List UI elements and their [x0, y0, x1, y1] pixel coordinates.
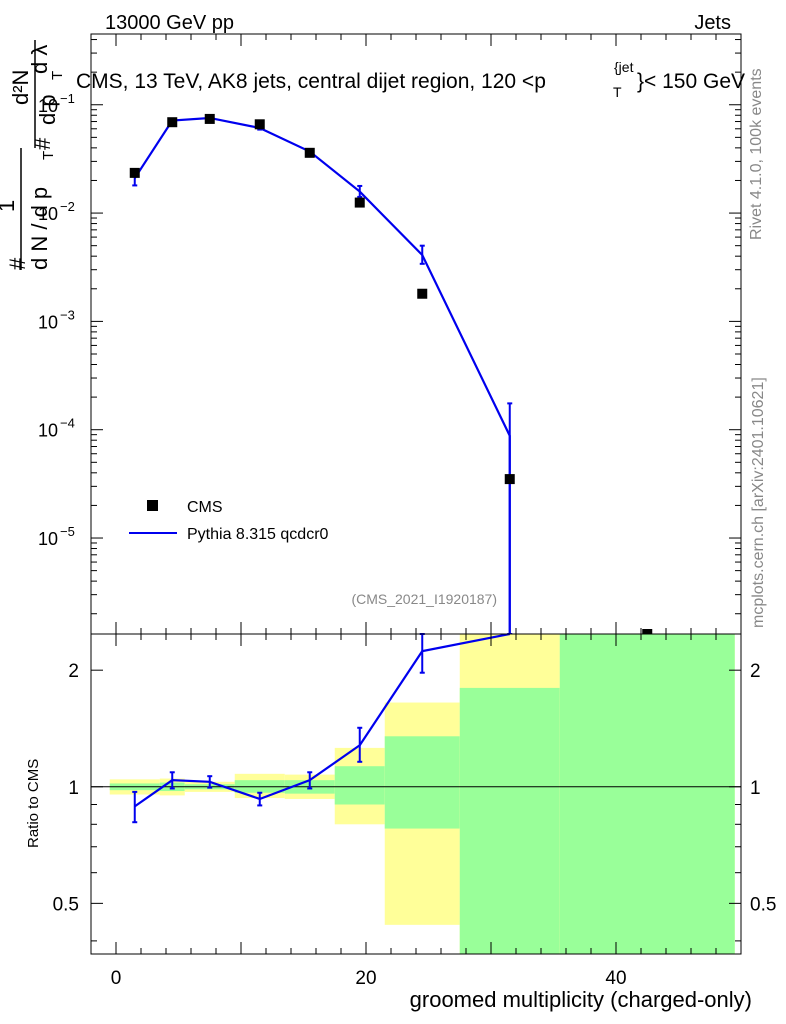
title-text: CMS, 13 TeV, AK8 jets, central dijet reg… — [76, 70, 546, 93]
main-y-tick-label: 10 — [38, 421, 58, 441]
ratio-y-tick-label-right: 2 — [750, 661, 761, 682]
main-y-tick-label: 10 — [38, 312, 58, 332]
main-y-tick-labels: 10−110−210−310−410−5 — [38, 91, 75, 549]
main-panel: 10−110−210−310−410−5 CMS, 13 TeV, AK8 je… — [38, 33, 745, 639]
ylabel-T1: T — [40, 151, 57, 160]
ratio-y-tick-label-left: 2 — [68, 661, 79, 682]
ratio-y-tick-labels: 2 2 1 1 0.5 0.5 — [53, 661, 777, 915]
header-left: 13000 GeV pp — [105, 12, 234, 34]
main-y-tick-exponent: −4 — [60, 416, 75, 431]
analysis-watermark: (CMS_2021_I1920187) — [351, 591, 497, 607]
ratio-y-tick-label-left: 1 — [68, 778, 79, 799]
ratio-y-tick-label-right: 1 — [750, 778, 761, 799]
ratio-axis-ticks — [91, 634, 742, 954]
legend-mc-label: Pythia 8.315 qcdcr0 — [187, 526, 329, 543]
mcplots-label: mcplots.cern.ch [arXiv:2401.10621] — [750, 377, 767, 628]
ylabel-hash2: # — [30, 137, 55, 150]
title-end: }< 150 GeV — [637, 70, 745, 93]
x-tick-labels: 0 20 40 — [111, 968, 627, 989]
x-tick-label: 0 — [111, 968, 122, 989]
ratio-y-axis-label: Ratio to CMS — [25, 759, 42, 848]
mc-line — [133, 116, 511, 634]
ylabel-dl: d λ — [27, 45, 52, 74]
ylabel-hash: # — [5, 257, 30, 270]
ratio-bands — [109, 634, 735, 954]
main-y-tick-label: 10 — [38, 204, 58, 224]
ylabel-one: 1 — [0, 200, 19, 212]
main-frame — [90, 33, 742, 635]
ratio-band-green — [459, 687, 560, 954]
cms-data-series — [129, 113, 653, 639]
x-tick-label: 20 — [355, 968, 376, 989]
main-y-tick-label: 10 — [38, 529, 58, 549]
cms-data-point — [354, 197, 365, 208]
cms-data-point — [254, 119, 265, 130]
cms-data-point — [167, 117, 178, 128]
ratio-panel: 2 2 1 1 0.5 0.5 0 20 40 Ratio to CMS groomed mu… — [25, 632, 777, 1012]
ratio-y-tick-label-left: 0.5 — [53, 894, 79, 915]
title-superscript: {jet — [614, 59, 634, 75]
main-y-tick-exponent: −5 — [60, 524, 75, 539]
main-y-axis-label: # 1 d N / d p T # d²N d p T d λ — [0, 40, 66, 270]
ratio-band-green — [384, 736, 460, 829]
ratio-y-tick-label-right: 0.5 — [750, 894, 776, 915]
title-subscript: T — [613, 84, 622, 100]
main-y-tick-exponent: −3 — [60, 307, 75, 322]
cms-data-point — [129, 167, 140, 178]
ylabel-d2N: d²N — [8, 70, 33, 105]
cms-data-point — [204, 113, 215, 124]
ylabel-dN: d N / d p — [27, 187, 52, 270]
main-y-tick-exponent: −2 — [60, 199, 75, 214]
main-y-tick-label: 10 — [38, 96, 58, 116]
main-axis-ticks — [91, 34, 742, 634]
legend-cms-marker — [147, 500, 158, 511]
rivet-label: Rivet 4.1.0, 100k events — [748, 68, 765, 240]
x-tick-label: 40 — [605, 968, 626, 989]
cms-data-point — [504, 474, 515, 485]
mc-series — [132, 115, 513, 635]
ratio-mc-line — [134, 632, 510, 808]
ylabel-dp: d p — [35, 94, 60, 125]
main-y-tick-exponent: −1 — [60, 91, 75, 106]
plot-title: CMS, 13 TeV, AK8 jets, central dijet reg… — [76, 59, 745, 100]
cms-data-point — [417, 288, 428, 299]
ratio-band-green — [559, 634, 735, 954]
legend-cms-label: CMS — [187, 499, 223, 516]
header-right: Jets — [694, 12, 731, 34]
ylabel-T2: T — [49, 71, 66, 80]
cms-data-point — [304, 147, 315, 158]
ratio-band-green — [334, 766, 385, 805]
x-axis-label: groomed multiplicity (charged-only) — [410, 987, 752, 1012]
legend: CMS Pythia 8.315 qcdcr0 — [129, 499, 329, 543]
